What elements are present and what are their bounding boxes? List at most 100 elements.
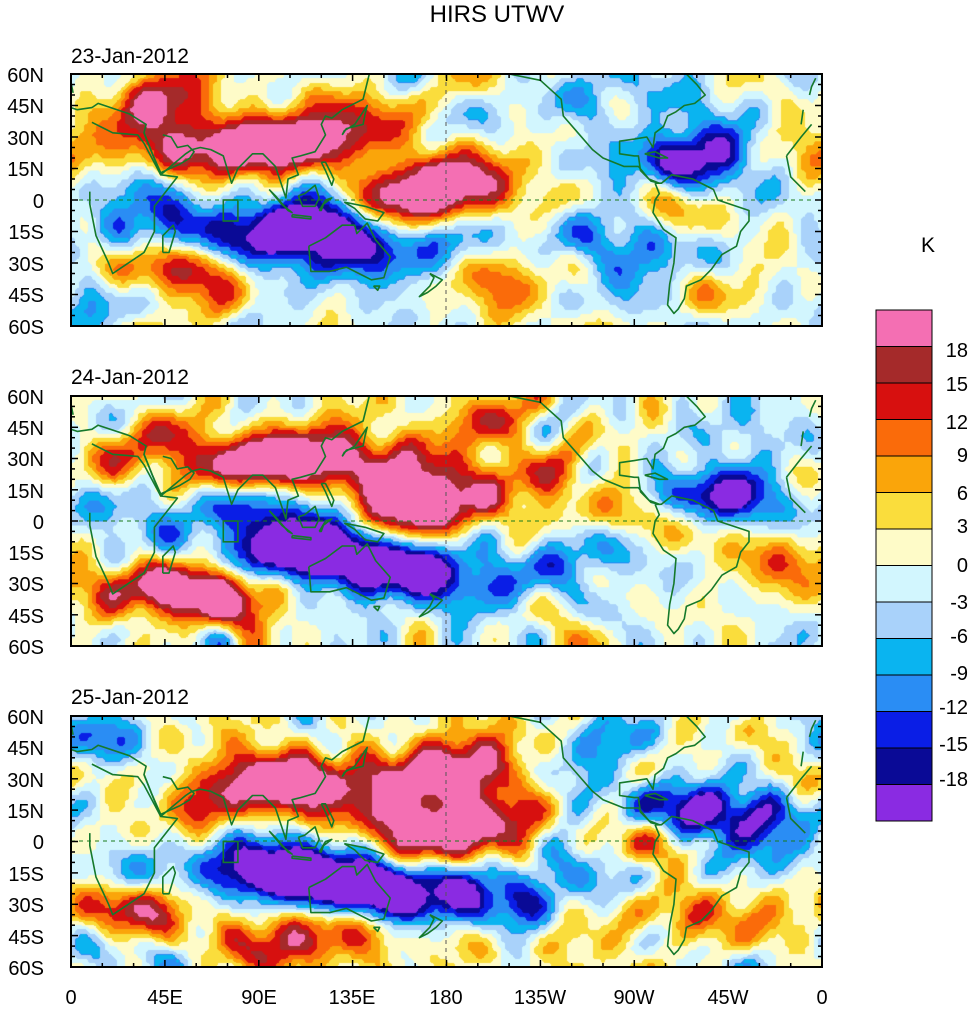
- units-label: K: [921, 234, 935, 257]
- y-tick-label: 30S: [8, 254, 44, 276]
- colorbar-bin: [875, 674, 933, 712]
- y-tick-label: 30N: [7, 128, 44, 150]
- coastline-path: [308, 863, 391, 922]
- coastline-path: [372, 926, 381, 933]
- map-panel: 24-Jan-2012 60N 45N 30N 15N 0 15S 30S 45…: [7, 366, 823, 659]
- coastline-path: [318, 197, 333, 212]
- coastline-path: [297, 826, 320, 849]
- chart-title: HIRS UTWV: [430, 1, 565, 28]
- y-tick-label: 60N: [7, 65, 44, 87]
- colorbar-level-labels: 18 15 12 9 6 3 0 -3 -6 -9 -12 -15 -18: [939, 340, 968, 791]
- coastline-path: [318, 518, 333, 533]
- region-box: [222, 199, 239, 222]
- colorbar-bin: [875, 747, 933, 785]
- panel-date: 24-Jan-2012: [71, 366, 189, 389]
- x-tick-label: 45E: [147, 987, 183, 1009]
- coastline-path: [318, 838, 333, 853]
- coastline-path: [143, 132, 195, 174]
- axis-ticks: [70, 73, 823, 327]
- colorbar-bin: [875, 784, 933, 822]
- coastline-path: [297, 184, 320, 208]
- coastline-path: [652, 815, 750, 956]
- coastline-path: [71, 74, 804, 199]
- colorbar-bin: [875, 419, 933, 457]
- coastline-path: [291, 855, 312, 862]
- x-tick-label: 180: [429, 987, 462, 1009]
- y-tick-label: 30N: [7, 770, 44, 792]
- coastline-path: [320, 803, 335, 828]
- colorbar-bin: [875, 601, 933, 639]
- y-tick-label: 15S: [8, 222, 44, 244]
- y-tick-label: 60N: [7, 707, 44, 729]
- coastline-path: [268, 830, 293, 855]
- colorbar-label: -9: [950, 663, 968, 685]
- coastline-path: [89, 443, 813, 595]
- x-tick-label: 0: [65, 987, 76, 1009]
- coastline-path: [89, 121, 813, 275]
- y-axis-labels: 60N 45N 30N 15N 0 15S 30S 45S 60S: [7, 707, 44, 980]
- coastline-path: [308, 543, 391, 601]
- y-tick-label: 30S: [8, 574, 44, 596]
- colorbar-label: 18: [946, 340, 968, 362]
- y-axis-labels: 60N 45N 30N 15N 0 15S 30S 45S 60S: [7, 65, 44, 339]
- coastline-path: [89, 763, 813, 916]
- coastline-path: [477, 74, 706, 184]
- colorbar-label: -12: [939, 697, 968, 719]
- coastline-path: [341, 426, 368, 457]
- x-tick-label: 0: [816, 987, 827, 1009]
- y-tick-label: 30S: [8, 895, 44, 917]
- coastline-path: [162, 865, 177, 895]
- colorbar-label: 15: [946, 374, 968, 396]
- colorbar-bin: [875, 346, 933, 384]
- x-axis-labels: 0 45E 90E 135E 180 135W 90W 45W 0: [65, 987, 827, 1009]
- coastline-path: [372, 285, 381, 292]
- colorbar-bin: [875, 565, 933, 603]
- x-tick-label: 135W: [514, 987, 566, 1009]
- y-tick-label: 60S: [8, 958, 44, 980]
- colorbar-bin: [875, 455, 933, 493]
- coastline-path: [143, 454, 195, 495]
- coastline-path: [320, 482, 335, 508]
- y-tick-label: 15N: [7, 159, 44, 181]
- y-tick-label: 45N: [7, 96, 44, 118]
- map-panel: 25-Jan-2012 60N 45N 30N 15N 0 15S 30S 45…: [7, 686, 823, 980]
- x-tick-label: 90W: [613, 987, 654, 1009]
- y-axis-labels: 60N 45N 30N 15N 0 15S 30S 45S 60S: [7, 387, 44, 659]
- colorbar-bins: [875, 309, 933, 822]
- coastline-path: [343, 522, 385, 543]
- panel-date: 23-Jan-2012: [71, 45, 189, 68]
- coastline-path: [268, 510, 293, 535]
- colorbar-label: -3: [950, 592, 968, 614]
- colorbar-bin: [875, 638, 933, 676]
- colorbar-label: 12: [946, 412, 968, 434]
- x-tick-label: 135E: [329, 987, 376, 1009]
- coastline-path: [308, 222, 391, 281]
- y-tick-label: 30N: [7, 449, 44, 471]
- colorbar-bin: [875, 492, 933, 530]
- y-tick-label: 0: [33, 832, 44, 854]
- y-tick-label: 15N: [7, 481, 44, 503]
- coastline-path: [320, 161, 335, 187]
- colorbar-label: -15: [939, 734, 968, 756]
- region-box: [222, 520, 239, 543]
- coastline-path: [652, 174, 750, 315]
- colorbar-label: -6: [950, 626, 968, 648]
- y-tick-label: 60S: [8, 317, 44, 339]
- colorbar-label: 6: [957, 483, 968, 505]
- map-panel: 23-Jan-2012 60N 45N 30N 15N 0 15S 30S 45…: [7, 45, 823, 339]
- coastline-path: [162, 545, 177, 574]
- panel-date: 25-Jan-2012: [71, 686, 189, 709]
- coastline-path: [71, 716, 804, 841]
- coastline-path: [644, 150, 669, 159]
- coastline-path: [143, 774, 195, 816]
- coastline-path: [644, 792, 669, 801]
- x-tick-label: 45W: [707, 987, 748, 1009]
- coastline-path: [71, 396, 804, 520]
- colorbar-label: 9: [957, 445, 968, 467]
- colorbar-label: -18: [939, 769, 968, 791]
- coastline-path: [297, 505, 320, 529]
- y-tick-label: 15S: [8, 543, 44, 565]
- coastline-path: [341, 104, 368, 136]
- colorbar-bin: [875, 711, 933, 749]
